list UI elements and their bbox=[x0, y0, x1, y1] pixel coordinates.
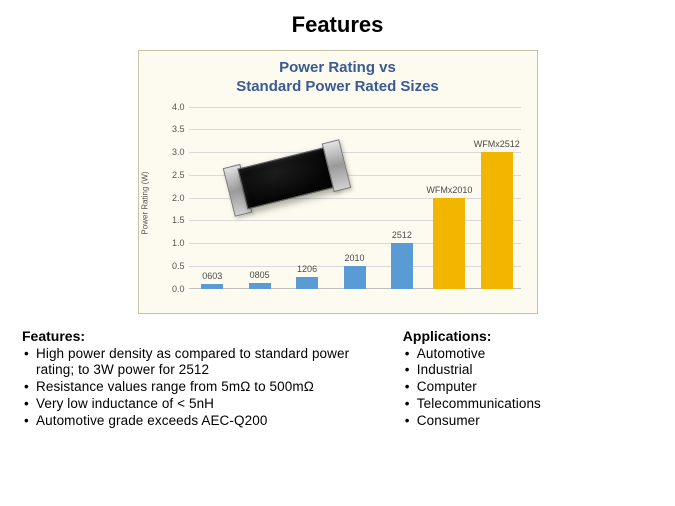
page-title: Features bbox=[0, 0, 675, 38]
features-list-item: High power density as compared to standa… bbox=[22, 346, 385, 380]
bar-0805 bbox=[249, 283, 271, 289]
features-list: High power density as compared to standa… bbox=[22, 346, 385, 430]
gridline bbox=[189, 220, 521, 221]
bar-label: 2512 bbox=[377, 230, 427, 240]
bar-2010 bbox=[344, 266, 366, 289]
gridline bbox=[189, 129, 521, 130]
applications-list-item: Consumer bbox=[403, 413, 653, 430]
y-tick-label: 2.0 bbox=[161, 193, 185, 203]
bar-label: 2010 bbox=[330, 253, 380, 263]
bar-label: WFMx2512 bbox=[472, 139, 522, 149]
features-list-item: Automotive grade exceeds AEC-Q200 bbox=[22, 413, 385, 430]
chart-title-line2: Standard Power Rated Sizes bbox=[149, 78, 527, 97]
applications-list-item: Telecommunications bbox=[403, 396, 653, 413]
features-list-item: Resistance values range from 5mΩ to 500m… bbox=[22, 379, 385, 396]
y-tick-label: 3.0 bbox=[161, 147, 185, 157]
bar-wfmx2010 bbox=[433, 198, 465, 289]
y-axis-label: Power Rating (W) bbox=[140, 171, 149, 234]
applications-list: AutomotiveIndustrialComputerTelecommunic… bbox=[403, 346, 653, 430]
gridline bbox=[189, 243, 521, 244]
y-tick-label: 1.5 bbox=[161, 215, 185, 225]
applications-list-item: Computer bbox=[403, 379, 653, 396]
applications-list-item: Industrial bbox=[403, 362, 653, 379]
applications-header: Applications: bbox=[403, 328, 653, 344]
bar-0603 bbox=[201, 284, 223, 289]
y-tick-label: 0.5 bbox=[161, 261, 185, 271]
y-tick-label: 3.5 bbox=[161, 124, 185, 134]
gridline bbox=[189, 107, 521, 108]
y-tick-label: 0.0 bbox=[161, 284, 185, 294]
applications-column: Applications: AutomotiveIndustrialComput… bbox=[403, 328, 653, 430]
bar-1206 bbox=[296, 277, 318, 288]
features-column: Features: High power density as compared… bbox=[22, 328, 385, 430]
y-tick-label: 1.0 bbox=[161, 238, 185, 248]
bar-label: 1206 bbox=[282, 264, 332, 274]
chart-area: Power Rating (W) 0.00.51.01.52.02.53.03.… bbox=[149, 103, 527, 303]
chart-title: Power Rating vs Standard Power Rated Siz… bbox=[149, 59, 527, 97]
bottom-columns: Features: High power density as compared… bbox=[0, 314, 675, 430]
gridline bbox=[189, 152, 521, 153]
features-list-item: Very low inductance of < 5nH bbox=[22, 396, 385, 413]
applications-list-item: Automotive bbox=[403, 346, 653, 363]
y-tick-label: 2.5 bbox=[161, 170, 185, 180]
bar-label: 0603 bbox=[187, 271, 237, 281]
bar-label: 0805 bbox=[235, 270, 285, 280]
bar-label: WFMx2010 bbox=[424, 185, 474, 195]
bar-wfmx2512 bbox=[481, 152, 513, 289]
bar-2512 bbox=[391, 243, 413, 289]
chart-title-line1: Power Rating vs bbox=[149, 59, 527, 78]
features-header: Features: bbox=[22, 328, 385, 344]
chart-card: Power Rating vs Standard Power Rated Siz… bbox=[138, 50, 538, 314]
y-tick-label: 4.0 bbox=[161, 102, 185, 112]
